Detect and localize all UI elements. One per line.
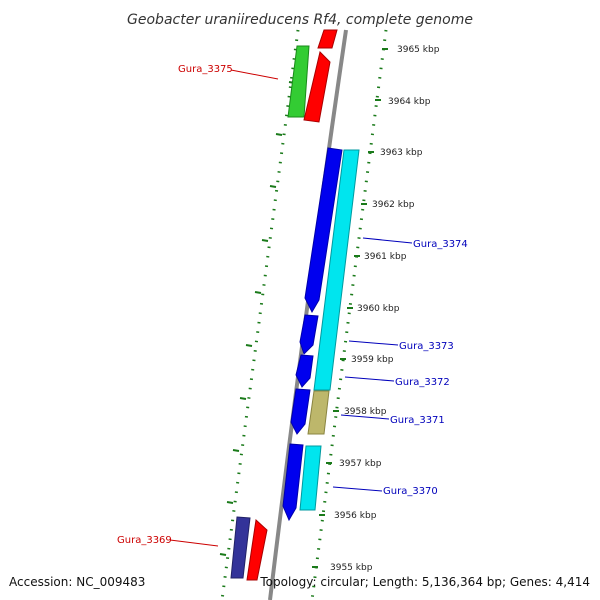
gene-rna-3370[interactable] bbox=[299, 445, 322, 511]
gene-rna-3374[interactable] bbox=[313, 149, 360, 391]
right-ruler-ticks bbox=[312, 48, 388, 568]
outer-ruler-right bbox=[310, 29, 388, 600]
gene-label-gura-3375[interactable]: Gura_3375 bbox=[178, 64, 233, 75]
genes-left[interactable] bbox=[230, 29, 343, 581]
outer-ruler-left bbox=[220, 29, 300, 600]
topology-text: Topology: circular; Length: 5,136,364 bp… bbox=[259, 575, 590, 589]
genome-backbone bbox=[268, 29, 348, 600]
map-title: Geobacter uraniireducens Rf4, complete g… bbox=[127, 12, 473, 28]
gene-gura-3370-forward[interactable] bbox=[282, 443, 304, 522]
gene-label-gura-3373[interactable]: Gura_3373 bbox=[399, 341, 454, 352]
gene-red-upper[interactable] bbox=[303, 51, 331, 123]
gene-gura-3371-forward[interactable] bbox=[290, 388, 311, 435]
label-leaders bbox=[169, 69, 413, 547]
scale-label: 3959 kbp bbox=[351, 355, 394, 365]
scale-label: 3955 kbp bbox=[330, 563, 373, 573]
gene-label-gura-3370[interactable]: Gura_3370 bbox=[383, 486, 438, 497]
scale-label: 3962 kbp bbox=[372, 200, 415, 210]
gene-label-gura-3369[interactable]: Gura_3369 bbox=[117, 535, 172, 546]
genes-right[interactable] bbox=[299, 149, 360, 511]
scale-label: 3957 kbp bbox=[339, 459, 382, 469]
scale-label: 3964 kbp bbox=[388, 97, 431, 107]
scale-label: 3956 kbp bbox=[334, 511, 377, 521]
scale-label: 3963 kbp bbox=[380, 148, 423, 158]
gene-gura-3371[interactable] bbox=[307, 390, 330, 435]
scale-label: 3958 kbp bbox=[344, 407, 387, 417]
scale-label: 3960 kbp bbox=[357, 304, 400, 314]
gene-label-gura-3372[interactable]: Gura_3372 bbox=[395, 377, 450, 388]
gene-gura-3375[interactable] bbox=[287, 45, 310, 118]
scale-label: 3961 kbp bbox=[364, 252, 407, 262]
gene-gura-3374-forward[interactable] bbox=[304, 147, 343, 314]
gene-label-gura-3374[interactable]: Gura_3374 bbox=[413, 239, 468, 250]
gene-red-top[interactable] bbox=[317, 29, 338, 49]
scale-labels: 3965 kbp 3964 kbp 3963 kbp 3962 kbp 3961… bbox=[330, 45, 440, 573]
gene-label-gura-3371[interactable]: Gura_3371 bbox=[390, 415, 445, 426]
gene-labels: Gura_3375 Gura_3374 Gura_3373 Gura_3372 … bbox=[117, 64, 468, 546]
gene-gura-3372[interactable] bbox=[295, 354, 314, 388]
accession-text: Accession: NC_009483 bbox=[9, 575, 145, 589]
gene-red-lower[interactable] bbox=[246, 519, 268, 581]
scale-label: 3965 kbp bbox=[397, 45, 440, 55]
gene-gura-3373[interactable] bbox=[299, 314, 319, 355]
gene-gura-3369[interactable] bbox=[230, 516, 251, 579]
